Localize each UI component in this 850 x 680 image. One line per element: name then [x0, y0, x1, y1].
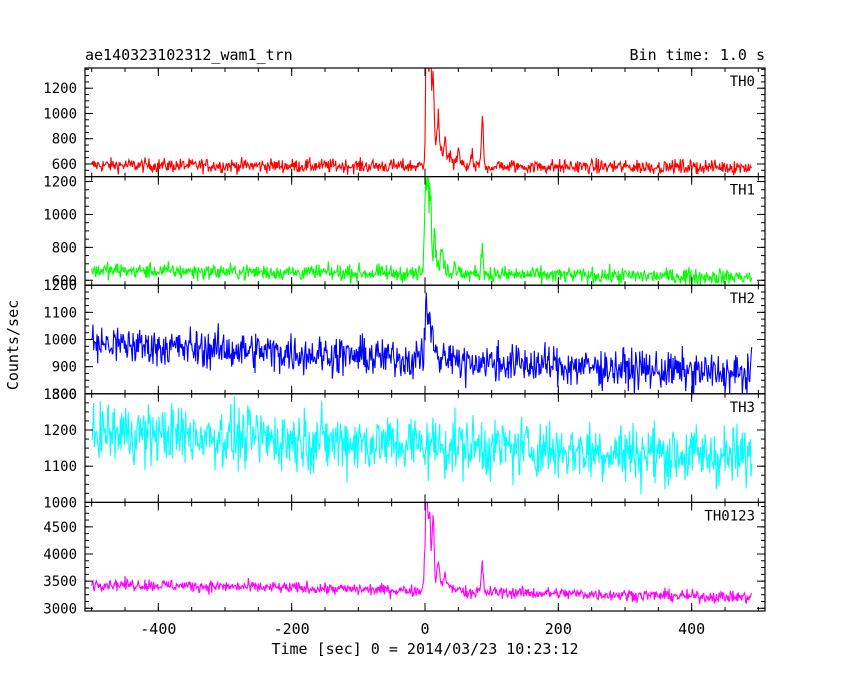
y-tick-label: 800	[52, 387, 77, 403]
y-tick-label: 1100	[43, 459, 77, 475]
y-tick-label: 600	[52, 157, 77, 173]
y-tick-label: 800	[52, 132, 77, 148]
series-line-th3	[91, 395, 753, 495]
y-tick-label: 1100	[43, 305, 77, 321]
panel-th2: 800 900 1000 1100 1200 TH2	[43, 278, 766, 403]
x-tick-label: 0	[420, 620, 429, 638]
x-axis: -400 -200 0 200 400	[140, 620, 705, 638]
y-tick-label: 1200	[43, 423, 77, 439]
panel-label-th0: TH0	[730, 74, 755, 90]
y-tick-label: 4000	[43, 547, 77, 563]
panel-label-th2: TH2	[730, 291, 755, 307]
x-tick-label: -400	[140, 620, 176, 638]
chart-title: ae140323102312_wam1_trn	[85, 46, 293, 64]
y-tick-label: 1000	[43, 106, 77, 122]
y-tick-label: 1300	[43, 387, 77, 403]
panel-label-th1: TH1	[730, 183, 755, 199]
x-tick-label: 200	[545, 620, 572, 638]
series-line-th0123	[91, 502, 753, 605]
y-tick-label: 1200	[43, 175, 77, 191]
bin-time-label: Bin time: 1.0 s	[630, 46, 765, 64]
panel-label-th0123: TH0123	[704, 508, 755, 524]
y-tick-label: 1000	[43, 207, 77, 223]
y-tick-label: 3500	[43, 574, 77, 590]
y-tick-label: 3000	[43, 601, 77, 617]
panels-group: 600 800 1000 1200 TH0 600 800 1000 1200 TH1 800 900…	[43, 67, 766, 617]
x-axis-label: Time [sec] 0 = 2014/03/23 10:23:12	[271, 640, 578, 658]
x-tick-label: -200	[274, 620, 310, 638]
y-tick-label: 1000	[43, 495, 77, 511]
y-tick-label: 1200	[43, 278, 77, 294]
series-line-th0	[91, 68, 752, 176]
y-tick-label: 900	[52, 360, 77, 376]
panel-label-th3: TH3	[730, 400, 755, 416]
x-tick-label: 400	[678, 620, 705, 638]
y-tick-label: 1200	[43, 81, 77, 97]
panel-th0123: 3000 3500 4000 4500 TH0123	[43, 501, 766, 617]
y-tick-label: 600	[52, 273, 77, 289]
y-tick-label: 4500	[43, 520, 77, 536]
y-tick-label: 800	[52, 240, 77, 256]
series-line-th2	[91, 292, 753, 394]
y-tick-label: 1000	[43, 333, 77, 349]
panel-th3: 1000 1100 1200 1300 TH3	[43, 387, 766, 511]
y-axis-label: Counts/sec	[4, 300, 22, 390]
series-line-th1	[91, 176, 753, 286]
